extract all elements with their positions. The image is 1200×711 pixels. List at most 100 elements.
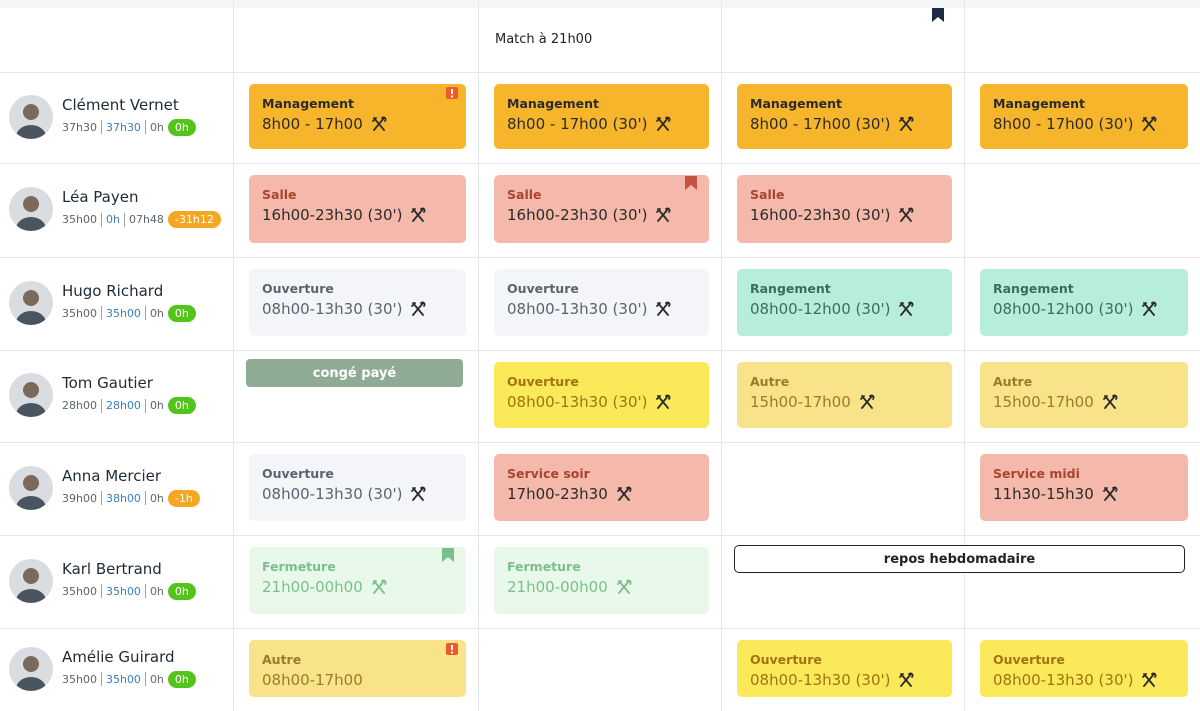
stat: 35h00 xyxy=(62,672,97,686)
shift-time: 08h00-13h30 (30') xyxy=(507,300,696,318)
avatar xyxy=(9,280,53,325)
shift[interactable]: Salle 16h00-23h30 (30') xyxy=(737,175,952,243)
balance-badge: 0h xyxy=(167,118,196,136)
employee-name: Tom Gautier xyxy=(62,374,153,392)
stat: 35h00 xyxy=(62,584,97,598)
shift[interactable]: Salle 16h00-23h30 (30') xyxy=(249,175,466,243)
shift[interactable]: Ouverture 08h00-13h30 (30') xyxy=(249,454,466,521)
shift[interactable]: Autre 15h00-17h00 xyxy=(980,362,1188,428)
stat: 0h xyxy=(149,672,164,686)
shift-label: Autre xyxy=(993,374,1033,389)
absence[interactable]: congé payé xyxy=(246,359,463,387)
shift[interactable]: Ouverture 08h00-13h30 (30') xyxy=(249,269,466,336)
shift-time: 17h00-23h30 xyxy=(507,485,696,503)
meal-icon xyxy=(1133,301,1157,317)
shift-time: 8h00 - 17h00 (30') xyxy=(507,115,696,133)
shift-time: 15h00-17h00 xyxy=(750,393,939,411)
employee-name: Amélie Guirard xyxy=(62,647,175,666)
shift[interactable]: Management 8h00 - 17h00 xyxy=(249,84,466,149)
meal-icon xyxy=(1094,486,1118,502)
shift-label: Ouverture xyxy=(262,466,334,481)
shift[interactable]: Ouverture 08h00-13h30 (30') xyxy=(494,362,709,428)
shift-time: 11h30-15h30 xyxy=(993,485,1175,503)
shift-hours: 08h00-13h30 (30') xyxy=(262,485,403,503)
shift-label: Salle xyxy=(262,187,297,202)
shift-time: 08h00-12h00 (30') xyxy=(750,300,939,318)
balance-badge: 0h xyxy=(167,582,196,600)
employee-name: Anna Mercier xyxy=(62,466,162,485)
separator xyxy=(100,306,102,320)
shift[interactable]: Salle 16h00-23h30 (30') xyxy=(494,175,709,243)
shift[interactable]: Ouverture 08h00-13h30 (30') xyxy=(980,640,1188,697)
shift-label: Salle xyxy=(750,187,785,202)
shift-hours: 15h00-17h00 xyxy=(750,393,851,411)
meal-icon xyxy=(608,486,632,502)
shift-time: 08h00-17h00 xyxy=(262,671,453,689)
column-divider xyxy=(721,0,722,711)
stat: 0h xyxy=(149,584,164,598)
stat: 37h30 xyxy=(105,120,141,134)
shift-time: 15h00-17h00 xyxy=(993,393,1175,411)
meal-icon xyxy=(890,207,914,223)
separator xyxy=(144,306,146,320)
employee-stats: 39h00 38h00 0h -1h xyxy=(62,489,200,507)
balance-badge: 0h xyxy=(167,304,196,322)
row-divider xyxy=(0,163,1200,164)
shift-time: 21h00-00h00 xyxy=(507,578,696,596)
stat: 28h00 xyxy=(62,399,97,412)
shift[interactable]: Service midi 11h30-15h30 xyxy=(980,454,1188,521)
shift-hours: 16h00-23h30 (30') xyxy=(262,206,403,224)
stat: 0h xyxy=(105,213,120,226)
header-strip xyxy=(0,0,1200,8)
separator xyxy=(100,398,102,413)
column-divider xyxy=(233,0,234,711)
employee-stats: 35h00 35h00 0h 0h xyxy=(62,304,196,322)
employee-stats: 37h30 37h30 0h 0h xyxy=(62,118,196,136)
shift[interactable]: Ouverture 08h00-13h30 (30') xyxy=(737,640,952,697)
shift[interactable]: Autre 08h00-17h00 xyxy=(249,640,466,697)
shift-label: Salle xyxy=(507,187,542,202)
shift-hours: 8h00 - 17h00 (30') xyxy=(993,115,1134,133)
shift-hours: 21h00-00h00 xyxy=(262,578,363,596)
shift[interactable]: Fermeture 21h00-00h00 xyxy=(249,547,466,614)
stat: 0h xyxy=(149,399,164,412)
balance-badge: -1h xyxy=(167,489,200,507)
shift[interactable]: Fermeture 21h00-00h00 xyxy=(494,547,709,614)
shift-label: Ouverture xyxy=(507,374,579,389)
balance-badge: 0h xyxy=(167,670,196,688)
shift[interactable]: Autre 15h00-17h00 xyxy=(737,362,952,428)
stat: 38h00 xyxy=(105,491,141,505)
day-note: Match à 21h00 xyxy=(495,32,593,47)
shift[interactable]: Service soir 17h00-23h30 xyxy=(494,454,709,521)
shift-hours: 08h00-13h30 (30') xyxy=(750,671,891,689)
shift[interactable]: Rangement 08h00-12h00 (30') xyxy=(980,269,1188,336)
column-divider xyxy=(478,0,479,711)
shift-label: Management xyxy=(993,96,1086,111)
employee-stats: 28h00 28h00 0h 0h xyxy=(62,397,196,414)
separator xyxy=(100,672,102,686)
absence[interactable]: repos hebdomadaire xyxy=(734,545,1185,573)
shift-label: Autre xyxy=(262,652,302,667)
shift-time: 08h00-13h30 (30') xyxy=(507,393,696,411)
shift-hours: 16h00-23h30 (30') xyxy=(750,206,891,224)
shift-label: Rangement xyxy=(750,281,831,296)
shift-time: 8h00 - 17h00 (30') xyxy=(750,115,939,133)
stat: 28h00 xyxy=(105,399,141,412)
shift-time: 21h00-00h00 xyxy=(262,578,453,596)
shift[interactable]: Management 8h00 - 17h00 (30') xyxy=(494,84,709,149)
shift[interactable]: Rangement 08h00-12h00 (30') xyxy=(737,269,952,336)
employee-name: Karl Bertrand xyxy=(62,559,162,578)
shift-time: 16h00-23h30 (30') xyxy=(750,206,939,224)
shift[interactable]: Management 8h00 - 17h00 (30') xyxy=(980,84,1188,149)
stat: 37h30 xyxy=(62,120,97,134)
separator xyxy=(100,491,102,505)
shift[interactable]: Ouverture 08h00-13h30 (30') xyxy=(494,269,709,336)
shift-time: 8h00 - 17h00 xyxy=(262,115,453,133)
shift-label: Management xyxy=(262,96,355,111)
shift[interactable]: Management 8h00 - 17h00 (30') xyxy=(737,84,952,149)
row-divider xyxy=(0,442,1200,443)
shift-label: Ouverture xyxy=(262,281,334,296)
separator xyxy=(123,212,125,227)
row-divider xyxy=(0,535,1200,536)
